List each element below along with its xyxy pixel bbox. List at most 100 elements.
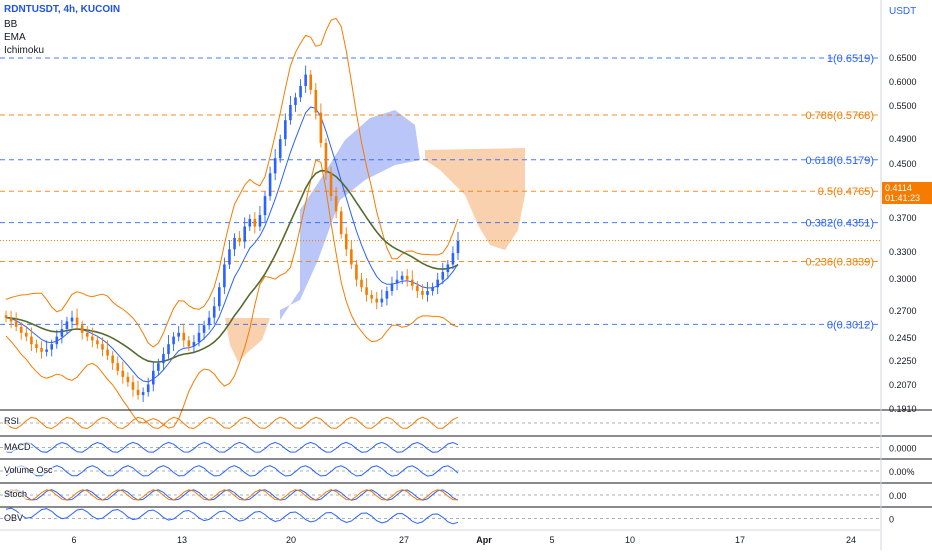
candle-body: [314, 89, 318, 113]
fib-label: 0(0.3012): [827, 319, 874, 331]
candle-body: [355, 264, 358, 280]
candle-body: [350, 249, 353, 265]
current-price-tag: 0.4114 01:41:23: [882, 182, 932, 204]
pane-axis-value: 0.00%: [889, 467, 915, 477]
candle-body: [309, 74, 313, 90]
pane-axis-value: 0.0000: [889, 444, 917, 454]
price-axis-tick: 0.2450: [889, 333, 917, 343]
candle-body: [436, 279, 439, 288]
price-axis-tick: 0.3700: [889, 213, 917, 223]
pane-series-volume-osc: [5, 465, 459, 477]
candle-body: [4, 315, 8, 318]
candle-body: [101, 344, 104, 350]
pane-series-stoch: [5, 489, 459, 501]
candle-body: [273, 158, 277, 174]
candle-body: [25, 332, 28, 337]
indicator-ichimoku-label[interactable]: Ichimoku: [4, 45, 45, 56]
indicator-ema-label[interactable]: EMA: [4, 32, 26, 43]
candle-body: [157, 363, 160, 371]
candle-body: [289, 105, 292, 121]
candle-body: [446, 264, 450, 273]
candle-body: [151, 370, 155, 385]
pane-label-rsi[interactable]: RSI: [4, 416, 20, 426]
candle-body: [197, 332, 201, 342]
candle-body: [456, 240, 460, 254]
candle-body: [9, 317, 13, 322]
time-axis-tick: 17: [735, 535, 745, 545]
fib-label: 1(0.6519): [827, 53, 874, 65]
time-axis-tick: 6: [71, 535, 76, 545]
candle-body: [96, 340, 99, 345]
candle-body: [431, 287, 434, 292]
pane-label-stoch[interactable]: Stoch: [4, 489, 28, 499]
price-axis-tick: 0.1910: [889, 404, 917, 414]
candle-body: [167, 344, 170, 355]
candle-body: [426, 291, 429, 295]
candle-body: [344, 234, 348, 250]
pane-label-volume-osc[interactable]: Volume Osc: [4, 465, 53, 475]
current-price-value: 0.4114: [885, 183, 912, 193]
price-axis-tick: 0.6500: [889, 53, 917, 63]
candle-body: [334, 196, 338, 212]
pane-axis-value: 0.00: [889, 491, 907, 501]
candle-body: [375, 298, 379, 303]
candle-body: [141, 392, 145, 396]
time-axis-tick: 24: [846, 535, 856, 545]
fib-label: 0.382(0.4351): [806, 218, 875, 230]
ichimoku-cloud-bearish: [425, 148, 525, 250]
candle-body: [116, 363, 120, 371]
pane-label-macd[interactable]: MACD: [4, 442, 31, 452]
ichimoku-cloud-bearish-early: [225, 318, 270, 362]
candle-body: [405, 275, 409, 280]
candle-body: [75, 317, 79, 326]
candle-body: [50, 344, 54, 350]
price-axis-tick: 0.3300: [889, 247, 917, 257]
price-axis-tick: 0.5500: [889, 101, 917, 111]
candle-body: [126, 376, 130, 383]
bb-upper-band: [5, 17, 459, 348]
candle-body: [202, 325, 206, 333]
candle-body: [65, 321, 69, 330]
candle-body: [263, 196, 267, 216]
bar-countdown: 01:41:23: [885, 193, 921, 203]
candle-body: [212, 306, 216, 318]
time-axis-tick: 27: [399, 535, 409, 545]
time-axis-tick: 5: [549, 535, 554, 545]
candle-body: [218, 287, 221, 307]
candle-body: [162, 354, 165, 364]
time-axis-tick: 10: [625, 535, 635, 545]
candle-body: [339, 211, 343, 235]
candle-body: [410, 279, 414, 286]
candle-body: [294, 97, 297, 106]
candle-body: [385, 291, 389, 299]
candle-body: [172, 336, 175, 345]
candle-body: [395, 279, 399, 284]
pane-series-obv: [5, 507, 459, 525]
symbol-title: RDNTUSDT, 4h, KUCOIN: [4, 4, 121, 15]
candle-body: [319, 112, 323, 143]
pane-series-rsi: [5, 416, 459, 430]
time-axis-tick: 13: [177, 535, 187, 545]
candle-body: [35, 344, 38, 349]
time-axis-tick: Apr: [476, 535, 492, 545]
candle-body: [233, 237, 236, 250]
candle-body: [192, 341, 196, 347]
candle-body: [111, 355, 114, 364]
candle-body: [14, 321, 18, 327]
indicator-bb-label[interactable]: BB: [4, 19, 18, 30]
time-axis-tick: 20: [286, 535, 296, 545]
candle-body: [284, 120, 287, 140]
fib-label: 0.5(0.4765): [818, 186, 874, 198]
candle-body: [243, 226, 246, 242]
candle-body: [136, 389, 140, 396]
candle-body: [329, 173, 333, 197]
price-axis-tick: 0.4500: [889, 159, 917, 169]
candle-body: [304, 74, 307, 87]
candle-body: [324, 142, 328, 174]
pane-label-obv[interactable]: OBV: [4, 513, 24, 523]
candle-body: [70, 317, 74, 322]
candle-body: [400, 275, 404, 280]
candle-body: [253, 218, 257, 227]
